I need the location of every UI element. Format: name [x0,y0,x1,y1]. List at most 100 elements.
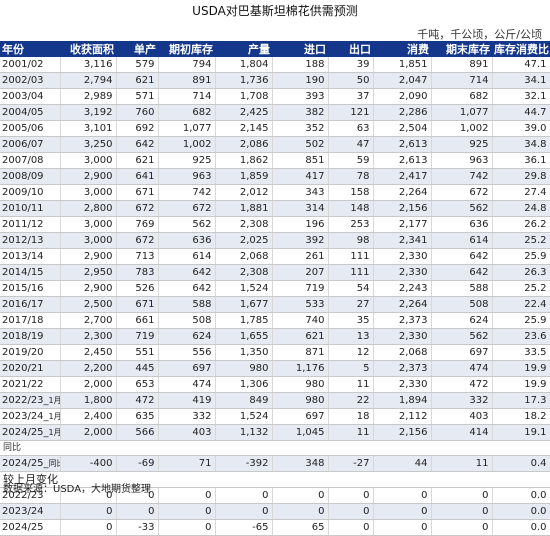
data-cell: 653 [116,376,159,393]
data-cell: 0 [158,519,216,536]
table-row: 2023/24 0 0 0 0 0 0 0 0 0.0 [0,503,550,520]
year-cell: 2020/21 [0,360,61,377]
data-cell: -27 [328,455,374,472]
data-cell: 332 [431,392,493,409]
data-cell: 54 [328,280,374,297]
data-cell: 98 [328,232,374,249]
year-cell: 2013/14 [0,248,61,265]
data-cell: 111 [328,264,374,281]
year-label: 2013/14 [2,251,44,262]
year-label: 2009/10 [2,187,44,198]
data-cell: 1,002 [431,120,493,137]
data-cell: 2,156 [373,200,432,217]
data-cell: 35 [328,312,374,329]
data-cell: 78 [328,168,374,185]
year-cell: 2006/07 [0,136,61,153]
data-cell: 2,613 [373,152,432,169]
data-cell: 26.2 [492,216,550,233]
data-cell: 556 [158,344,216,361]
data-cell: 392 [272,232,329,249]
section-label: 较上月变化 [0,471,550,488]
data-cell: 0 [431,487,493,504]
data-cell: 2,000 [60,376,117,393]
data-cell: 635 [116,408,159,425]
data-cell: 925 [431,136,493,153]
column-header: 期初库存 [158,41,215,57]
data-cell: 508 [158,312,216,329]
data-cell: 158 [328,184,374,201]
data-cell: 393 [272,88,329,105]
data-cell: 207 [272,264,329,281]
data-cell: 2,090 [373,88,432,105]
data-cell: 742 [158,184,216,201]
data-cell: 0.0 [492,487,550,504]
data-cell: 59 [328,152,374,169]
year-cell: 2011/12 [0,216,61,233]
data-cell: 2,373 [373,312,432,329]
year-cell: 2004/05 [0,104,61,121]
data-cell: 1,804 [215,57,273,73]
data-cell: 1,306 [215,376,273,393]
data-cell: 474 [158,376,216,393]
data-cell: 445 [116,360,159,377]
data-cell: 621 [116,152,159,169]
data-cell: 624 [431,312,493,329]
data-cell: 1,851 [373,57,432,73]
data-cell: 963 [158,168,216,185]
data-cell: 3,000 [60,216,117,233]
data-cell: 0.0 [492,519,550,536]
year-label: 2023/24 [2,506,44,517]
year-cell: 2015/16 [0,280,61,297]
data-cell: 0.4 [492,455,550,472]
data-cell: 642 [158,264,216,281]
data-cell: 742 [431,168,493,185]
data-cell: 1,785 [215,312,273,329]
table-row: 2003/04 2,989 571 714 1,708 393 37 2,090 682 32.1 [0,88,550,105]
data-cell: 2,800 [60,200,117,217]
data-cell: 24.8 [492,200,550,217]
year-label: 2014/15 [2,267,44,278]
data-cell: 1,524 [215,280,273,297]
data-cell: 566 [116,424,159,441]
data-cell: 963 [431,152,493,169]
data-cell: 19.9 [492,360,550,377]
data-cell: 2,047 [373,72,432,89]
data-cell: 551 [116,344,159,361]
table-row: 2010/11 2,800 672 672 1,881 314 148 2,156 562 24.… [0,200,550,217]
data-cell: 562 [158,216,216,233]
table-row: 2008/09 2,900 641 963 1,859 417 78 2,417 742 29.8 [0,168,550,185]
data-cell: 5 [328,360,374,377]
table-row: 2019/20 2,450 551 556 1,350 871 12 2,068 697 33.5 [0,344,550,361]
data-cell: 2,504 [373,120,432,137]
data-cell: 314 [272,200,329,217]
year-cell: 2014/15 [0,264,61,281]
data-cell: 1,677 [215,296,273,313]
data-cell: 642 [158,280,216,297]
data-cell: 794 [158,57,216,73]
data-cell: 769 [116,216,159,233]
data-cell: 343 [272,184,329,201]
data-cell: 0.0 [492,503,550,520]
data-cell: 980 [215,360,273,377]
data-cell: 1,524 [215,408,273,425]
data-cell: 1,002 [158,136,216,153]
data-cell: 2,700 [60,312,117,329]
data-cell: 2,330 [373,248,432,265]
data-cell: 17.3 [492,392,550,409]
data-cell: 713 [116,248,159,265]
data-cell: 12 [328,344,374,361]
table-row: 2013/14 2,900 713 614 2,068 261 111 2,330 642 25.… [0,248,550,265]
data-cell: 925 [158,152,216,169]
data-cell: 3,000 [60,232,117,249]
data-cell: 672 [116,200,159,217]
data-cell: 980 [272,376,329,393]
year-cell: 2022/23_1月 [0,392,61,409]
data-cell: 3,116 [60,57,117,73]
data-cell: 2,330 [373,328,432,345]
data-cell: 1,077 [431,104,493,121]
column-header: 出口 [328,41,373,57]
data-cell: -69 [116,455,159,472]
year-cell: 2024/25 [0,519,61,536]
data-cell: 11 [328,424,374,441]
data-cell: 1,708 [215,88,273,105]
